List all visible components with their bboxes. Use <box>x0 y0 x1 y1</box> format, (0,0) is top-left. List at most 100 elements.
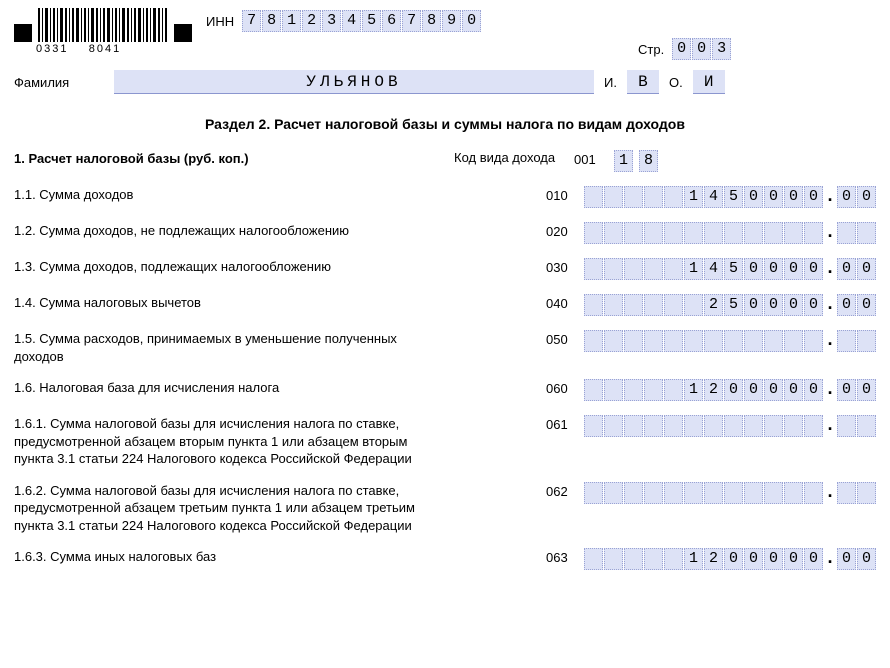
cell <box>744 415 763 437</box>
decimal-dot: . <box>823 222 837 244</box>
cell: 0 <box>857 294 876 316</box>
cell <box>837 482 856 504</box>
cell <box>584 415 603 437</box>
amount-dec <box>837 415 876 437</box>
amount-int: 1200000 <box>584 379 823 401</box>
amount: 1450000.00 <box>584 186 876 208</box>
cell: 0 <box>804 548 823 570</box>
cell: 0 <box>692 38 711 60</box>
cell: 0 <box>857 186 876 208</box>
cell <box>624 330 643 352</box>
cell: 0 <box>764 548 783 570</box>
amount-int <box>584 415 823 437</box>
cell: 7 <box>402 10 421 32</box>
cell <box>744 482 763 504</box>
cell <box>837 330 856 352</box>
cell <box>784 330 803 352</box>
cell <box>837 222 856 244</box>
main-heading: 1. Расчет налоговой базы (руб. коп.) <box>14 150 454 168</box>
cell: 0 <box>724 379 743 401</box>
row-code: 050 <box>546 330 584 347</box>
amount-dec: 00 <box>837 548 876 570</box>
barcode-numbers: 0331 8041 <box>36 43 121 55</box>
cell <box>644 330 663 352</box>
inn-block: ИНН 781234567890 <box>206 10 876 32</box>
cell <box>804 222 823 244</box>
cell <box>584 294 603 316</box>
cell <box>624 258 643 280</box>
initial-o-label: О. <box>669 75 683 90</box>
page-cells: 003 <box>672 38 731 60</box>
cell <box>584 379 603 401</box>
row-code: 060 <box>546 379 584 396</box>
decimal-dot: . <box>823 482 837 504</box>
cell <box>584 222 603 244</box>
row-label: 1.4. Сумма налоговых вычетов <box>14 294 432 312</box>
name-row: Фамилия УЛЬЯНОВ И. В О. И <box>14 70 876 94</box>
barcode-square-right <box>174 24 192 42</box>
cell: 0 <box>764 294 783 316</box>
cell: 0 <box>764 379 783 401</box>
cell <box>684 415 703 437</box>
cell: 0 <box>837 258 856 280</box>
row-label: 1.6. Налоговая база для исчисления налог… <box>14 379 432 397</box>
cell: 5 <box>724 294 743 316</box>
amount-int <box>584 330 823 352</box>
cell <box>624 294 643 316</box>
cell: 0 <box>784 548 803 570</box>
cell: 2 <box>704 548 723 570</box>
cell: 5 <box>724 186 743 208</box>
cell: 1 <box>684 548 703 570</box>
cell <box>804 415 823 437</box>
amount-int: 1450000 <box>584 258 823 280</box>
cell <box>624 482 643 504</box>
form-row: 1.4. Сумма налоговых вычетов040250000.00 <box>14 294 876 316</box>
cell <box>604 548 623 570</box>
row-label: 1.1. Сумма доходов <box>14 186 432 204</box>
cell: 0 <box>784 379 803 401</box>
amount-dec: 00 <box>837 294 876 316</box>
heading-row: 1. Расчет налоговой базы (руб. коп.) Код… <box>14 150 876 172</box>
cell <box>857 330 876 352</box>
cell: 0 <box>764 186 783 208</box>
cell <box>704 415 723 437</box>
cell <box>584 482 603 504</box>
cell: 0 <box>804 379 823 401</box>
cell: 4 <box>704 258 723 280</box>
code-001: 001 <box>574 150 614 167</box>
row-code: 040 <box>546 294 584 311</box>
form-row: 1.6. Налоговая база для исчисления налог… <box>14 379 876 401</box>
cell <box>584 548 603 570</box>
cell: 0 <box>784 258 803 280</box>
amount-dec <box>837 482 876 504</box>
cell <box>724 415 743 437</box>
cell: 0 <box>672 38 691 60</box>
cell <box>724 482 743 504</box>
cell <box>804 330 823 352</box>
row-label: 1.5. Сумма расходов, принимаемых в умень… <box>14 330 432 365</box>
cell: 9 <box>442 10 461 32</box>
initial-2: И <box>693 70 725 94</box>
cell <box>624 186 643 208</box>
amount: . <box>584 415 876 437</box>
amount-int: 1200000 <box>584 548 823 570</box>
decimal-dot: . <box>823 330 837 352</box>
cell <box>684 482 703 504</box>
cell <box>664 258 683 280</box>
row-code: 061 <box>546 415 584 432</box>
amount-dec: 00 <box>837 258 876 280</box>
amount: 1200000.00 <box>584 548 876 570</box>
cell <box>664 379 683 401</box>
cell <box>624 415 643 437</box>
cell <box>624 548 643 570</box>
cell <box>764 482 783 504</box>
amount-dec: 00 <box>837 379 876 401</box>
cell <box>604 415 623 437</box>
amount: . <box>584 222 876 244</box>
cell: 0 <box>804 258 823 280</box>
decimal-dot: . <box>823 186 837 208</box>
barcode-square-left <box>14 24 32 42</box>
cell <box>644 294 663 316</box>
cell: 1 <box>684 258 703 280</box>
inn-label: ИНН <box>206 14 234 29</box>
